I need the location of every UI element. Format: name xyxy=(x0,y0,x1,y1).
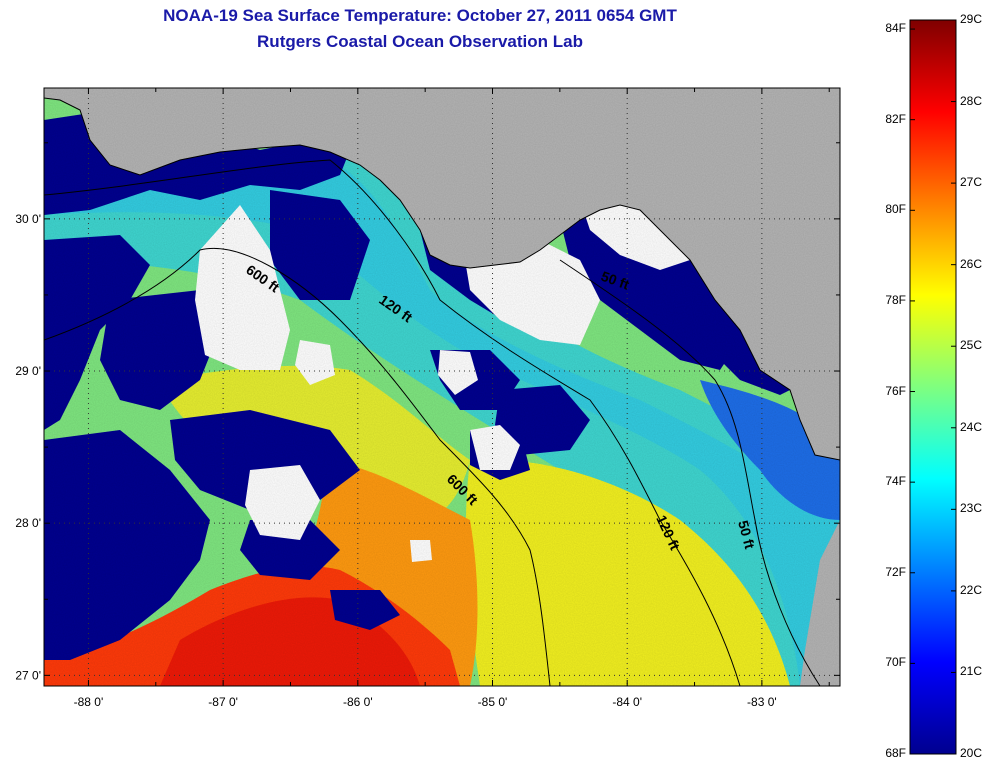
colorbar-celsius-label: 23C xyxy=(960,501,983,516)
colorbar-fahrenheit-label: 78F xyxy=(885,292,906,307)
x-tick-label: -86 0' xyxy=(343,695,373,709)
colorbar-celsius-label: 25C xyxy=(960,338,983,353)
map-subtitle: Rutgers Coastal Ocean Observation Lab xyxy=(257,32,583,51)
y-tick-label: 29 0' xyxy=(15,364,41,378)
colorbar-fahrenheit-label: 84F xyxy=(885,21,906,36)
contour-label: 50 ft xyxy=(735,519,758,551)
contour-600ft xyxy=(44,248,551,686)
colorbar-celsius-label: 21C xyxy=(960,664,983,679)
colorbar-fahrenheit-label: 70F xyxy=(885,655,906,670)
colorbar-celsius-label: 28C xyxy=(960,93,983,108)
map-title: NOAA-19 Sea Surface Temperature: October… xyxy=(163,6,677,25)
colorbar xyxy=(909,19,957,755)
contour-120ft xyxy=(44,159,741,686)
colorbar-fahrenheit-label: 80F xyxy=(885,202,906,217)
colorbar-fahrenheit-label: 68F xyxy=(885,746,906,760)
y-tick-label: 30 0' xyxy=(15,212,41,226)
y-tick-label: 27 0' xyxy=(15,668,41,682)
colorbar-fahrenheit-label: 82F xyxy=(885,111,906,126)
x-tick-label: -87 0' xyxy=(208,695,238,709)
x-tick-label: -88 0' xyxy=(74,695,104,709)
x-tick-label: -84 0' xyxy=(612,695,642,709)
colorbar-celsius-label: 27C xyxy=(960,175,983,190)
colorbar-fahrenheit-label: 74F xyxy=(885,474,906,489)
colorbar-fahrenheit-label: 76F xyxy=(885,383,906,398)
y-tick-label: 28 0' xyxy=(15,516,41,530)
colorbar-celsius-label: 29C xyxy=(960,12,983,26)
plot-frame xyxy=(43,87,841,687)
colorbar-fahrenheit-label: 72F xyxy=(885,564,906,579)
colorbar-celsius-label: 22C xyxy=(960,582,983,597)
colorbar-celsius-label: 24C xyxy=(960,419,983,434)
contour-50ft xyxy=(559,259,821,686)
colorbar-celsius-label: 20C xyxy=(960,746,983,760)
x-tick-label: -83 0' xyxy=(747,695,777,709)
x-tick-label: -85 0' xyxy=(478,695,508,709)
colorbar-celsius-label: 26C xyxy=(960,256,983,271)
